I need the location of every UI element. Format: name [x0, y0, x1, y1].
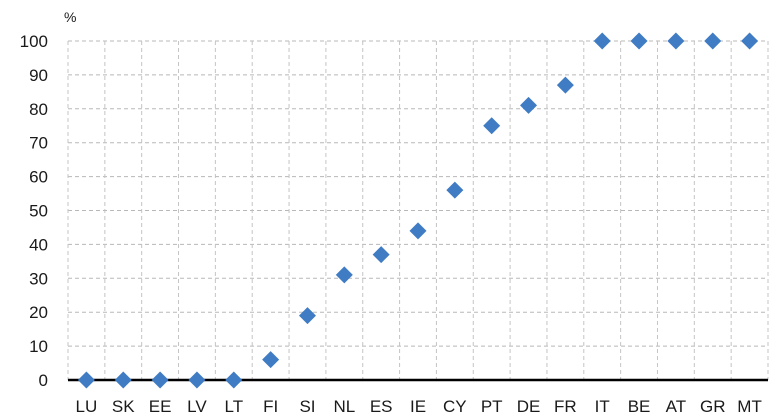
y-tick-labels: 0 10 20 30 40 50 60 70 80 90 100 [20, 32, 48, 390]
x-tick-label: SK [112, 397, 135, 416]
data-point-sk [114, 371, 132, 389]
data-points [77, 32, 759, 389]
data-point-de [520, 96, 538, 114]
y-tick-label: 100 [20, 32, 48, 51]
x-tick-label: AT [666, 397, 686, 416]
x-tick-label: BE [628, 397, 651, 416]
data-point-ie [409, 222, 427, 240]
y-unit-label: % [64, 9, 76, 25]
data-point-lu [77, 371, 95, 389]
data-point-be [630, 32, 648, 50]
x-tick-label: GR [700, 397, 726, 416]
data-point-si [298, 307, 316, 325]
y-tick-label: 80 [29, 100, 48, 119]
x-tick-label: LU [76, 397, 98, 416]
data-point-nl [335, 266, 353, 284]
data-point-es [372, 246, 390, 264]
y-tick-label: 90 [29, 66, 48, 85]
x-tick-labels: LU SK EE LV LT FI SI NL ES IE CY PT DE FR IT BE AT GR MT [76, 397, 762, 416]
x-tick-label: IT [595, 397, 610, 416]
x-tick-label: FI [263, 397, 278, 416]
x-tick-label: MT [737, 397, 762, 416]
data-point-cy [446, 181, 464, 199]
data-point-it [593, 32, 611, 50]
data-point-lt [225, 371, 243, 389]
grid [67, 40, 769, 380]
x-tick-label: EE [149, 397, 172, 416]
data-point-fi [262, 351, 280, 369]
data-point-lv [188, 371, 206, 389]
y-tick-label: 70 [29, 134, 48, 153]
x-tick-label: LT [225, 397, 244, 416]
data-point-pt [483, 117, 501, 135]
x-tick-label: FR [554, 397, 577, 416]
data-point-mt [741, 32, 759, 50]
y-tick-label: 50 [29, 202, 48, 221]
data-point-fr [556, 76, 574, 94]
x-tick-label: PT [481, 397, 503, 416]
y-tick-label: 60 [29, 168, 48, 187]
x-tick-label: NL [333, 397, 355, 416]
x-tick-label: SI [299, 397, 315, 416]
data-point-gr [704, 32, 722, 50]
data-point-ee [151, 371, 169, 389]
x-tick-label: CY [443, 397, 467, 416]
x-tick-label: IE [410, 397, 426, 416]
y-tick-label: 10 [29, 337, 48, 356]
y-tick-label: 0 [39, 371, 48, 390]
y-tick-label: 20 [29, 303, 48, 322]
x-tick-label: LV [187, 397, 207, 416]
y-tick-label: 40 [29, 235, 48, 254]
data-point-at [667, 32, 685, 50]
x-tick-label: ES [370, 397, 393, 416]
y-tick-label: 30 [29, 269, 48, 288]
x-tick-label: DE [517, 397, 541, 416]
